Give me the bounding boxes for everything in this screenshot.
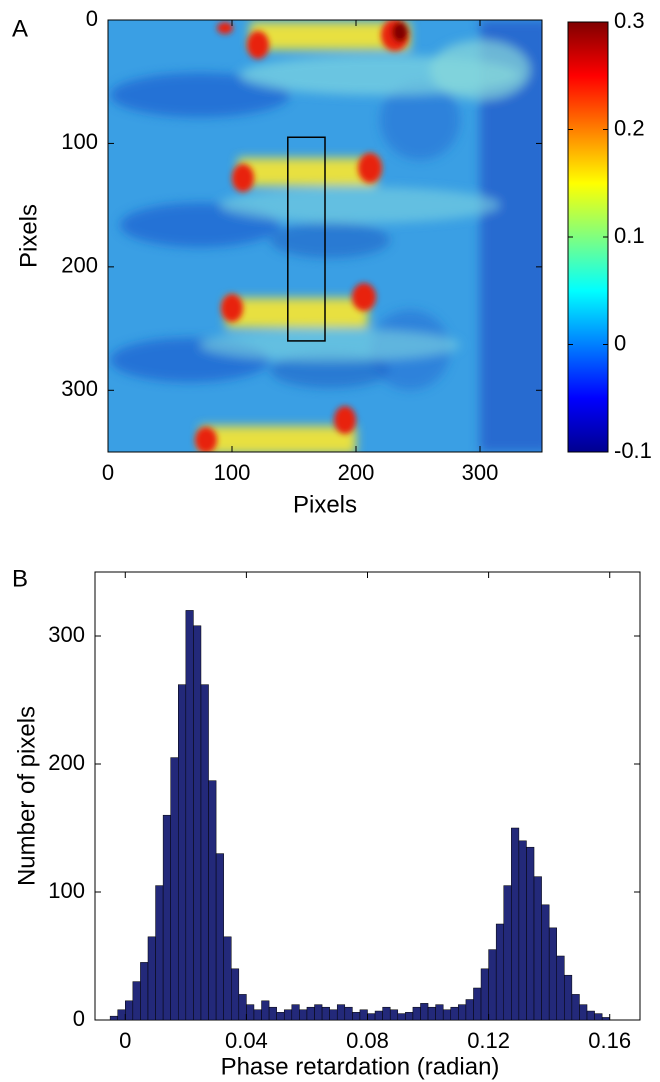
colorbar-tick-label: 0.2 [614,115,645,140]
bar [200,684,209,1021]
bar [389,1009,399,1021]
y-tick-label: 300 [48,622,85,647]
x-tick-label: 200 [338,460,375,485]
roi-box [287,136,326,342]
bar [147,936,156,1021]
colorbar [567,21,609,453]
bar [511,827,520,1021]
bar [503,885,512,1021]
bar [208,780,217,1021]
bar [473,987,482,1021]
x-tick-label: 0.08 [346,1028,389,1053]
bar [170,757,179,1021]
colorbar-tick-label: 0.1 [614,223,645,248]
bar [442,1009,452,1021]
bar [564,974,573,1021]
bar [571,994,580,1021]
bar [344,1006,353,1021]
x-axis-label: Pixels [293,491,357,518]
y-axis-label: Pixels [15,204,42,268]
bar [268,1006,277,1021]
bar [382,1006,391,1021]
y-tick-label: 0 [73,1006,85,1031]
bar [299,1009,308,1021]
bar [556,955,565,1021]
bar [253,1009,262,1021]
bar [480,968,489,1021]
bar [261,1000,270,1021]
panel-label: B [12,565,28,592]
bar [518,840,527,1021]
bar [541,904,550,1021]
bar [314,1004,323,1021]
colorbar-tick-label: -0.1 [614,438,652,463]
bar [533,876,542,1021]
plot-frame [107,19,543,453]
x-tick-label: 300 [462,460,499,485]
bar [140,962,149,1021]
bar [291,1004,300,1021]
y-tick-label: 200 [61,253,98,278]
y-axis-label: Number of pixels [13,706,40,886]
bar [488,949,497,1021]
bar [162,814,171,1021]
bar [594,1013,603,1021]
heatmap-image [108,20,542,452]
x-tick-label: 0.16 [588,1028,631,1053]
y-tick-label: 300 [61,376,98,401]
x-tick-label: 0.12 [467,1028,510,1053]
bar [548,927,557,1021]
colorbar-tick-label: 0.3 [614,8,645,33]
bar [579,1004,588,1021]
bar [117,1009,126,1021]
y-tick-label: 200 [48,750,85,775]
bar [601,1017,610,1021]
bar [215,853,224,1021]
y-tick-label: 100 [61,129,98,154]
bar [125,1000,134,1021]
bar [231,968,240,1021]
bar [427,1006,436,1021]
bar [420,1003,429,1021]
bar [526,846,535,1021]
bar [586,1010,595,1021]
bar [132,981,141,1021]
y-tick-label: 100 [48,878,85,903]
bar [352,1012,361,1021]
bar [155,885,164,1021]
bar [329,1009,338,1021]
bar [185,610,194,1021]
x-tick-label: 100 [214,460,251,485]
bar [367,1013,376,1021]
bar [465,999,474,1021]
bar [306,1006,315,1021]
bar [458,1004,467,1021]
bar [223,936,232,1021]
bar [336,1004,346,1021]
bar [178,684,187,1021]
x-tick-label: 0.04 [225,1028,268,1053]
bar [405,1012,414,1021]
bar [359,1009,368,1021]
bar [283,1009,293,1021]
x-tick-label: 0 [102,460,114,485]
x-tick-label: 0 [119,1028,131,1053]
bar [397,1013,406,1021]
bar [450,1006,459,1021]
x-axis-label: Phase retardation (radian) [221,1053,500,1080]
bar [109,1015,118,1021]
bar [412,1006,421,1021]
panel-label: A [12,15,28,42]
bar [374,1010,383,1021]
y-tick-label: 0 [86,6,98,31]
bar [435,1004,444,1021]
bar [276,1012,285,1021]
bar [193,625,202,1021]
bar [246,1004,255,1021]
bar [321,1006,330,1021]
bar [238,994,247,1021]
colorbar-tick-label: 0 [614,330,626,355]
bar [495,923,504,1021]
